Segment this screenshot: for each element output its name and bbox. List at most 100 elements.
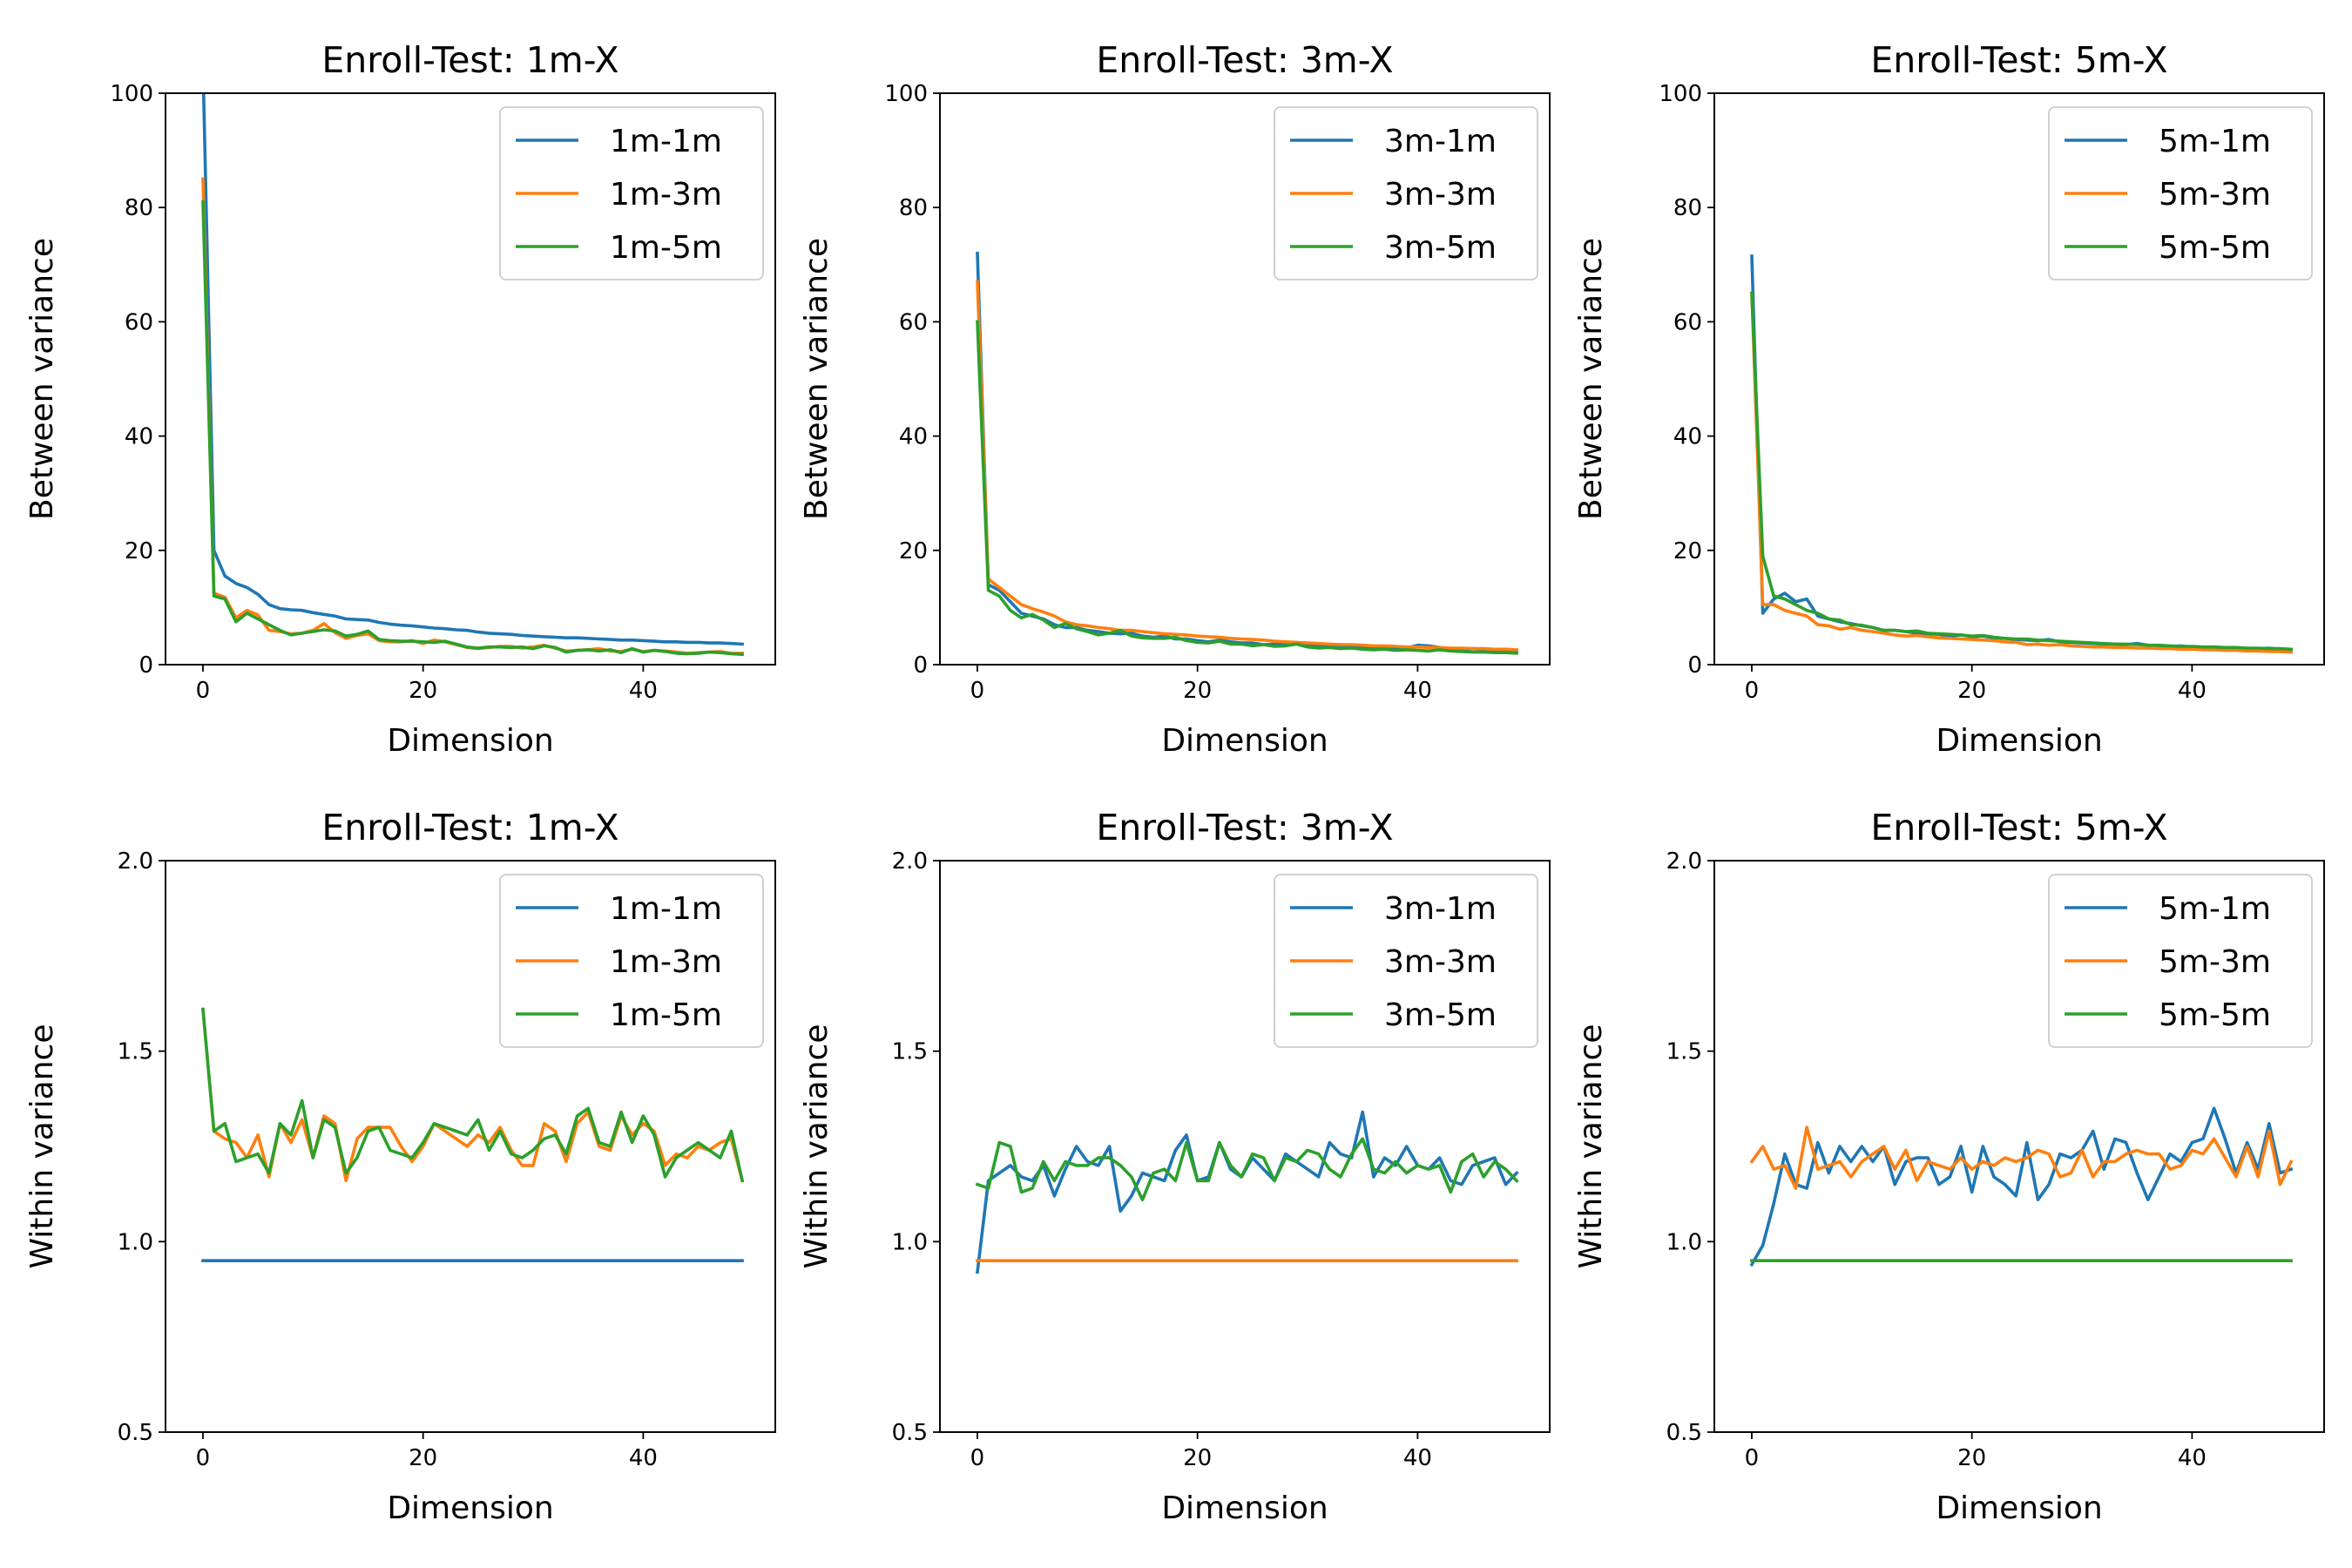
chart-panel-4: 0 20 40 0.5 1.0 1.5 2.0 Enroll-Test: 1m-X Dimens…: [24, 807, 776, 1526]
axes-border: [1713, 860, 2325, 1433]
y-axis-label: Within variance: [24, 1024, 60, 1269]
x-tick-label: 0: [1745, 678, 1760, 704]
y-tick-label: 2.0: [892, 848, 928, 875]
legend-box: [499, 106, 764, 280]
x-axis-label: Dimension: [1161, 1490, 1328, 1526]
series-line-3m-1m: [976, 251, 1518, 653]
legend-label-1m-5m: 1m-5m: [610, 997, 722, 1033]
legend-box: [1274, 874, 1538, 1048]
chart-panel-1: 0 20 40 0 20 40 60 80 100 Enroll-Test: 1m-X Dimens…: [24, 39, 776, 759]
y-tick-label: 100: [884, 81, 928, 107]
legend-label-3m-3m: 3m-3m: [1384, 944, 1497, 980]
series-line-3m-3m: [976, 280, 1518, 652]
y-axis-label: Between variance: [1573, 238, 1609, 520]
axes-border: [165, 92, 776, 666]
y-tick-label: 100: [110, 81, 153, 107]
legend-label-1m-1m: 1m-1m: [610, 891, 722, 927]
y-tick-label: 1.5: [1666, 1039, 1702, 1065]
legend-label-3m-1m: 3m-1m: [1384, 124, 1497, 159]
legend: 3m-1m 3m-3m 3m-5m: [1274, 874, 1538, 1048]
axes-border: [1713, 92, 2325, 666]
x-axis-label: Dimension: [1936, 1490, 2102, 1526]
series-line-3m-5m: [976, 320, 1518, 655]
x-axis-label: Dimension: [1936, 723, 2102, 759]
x-axis-label: Dimension: [1161, 723, 1328, 759]
x-tick-label: 20: [1183, 1445, 1212, 1471]
x-tick-label: 20: [1183, 678, 1212, 704]
legend-label-5m-3m: 5m-3m: [2159, 944, 2271, 980]
legend-label-3m-5m: 3m-5m: [1384, 230, 1497, 266]
y-tick-label: 0: [913, 652, 928, 679]
legend-label-5m-5m: 5m-5m: [2159, 997, 2271, 1033]
y-tick-label: 2.0: [118, 848, 153, 875]
y-tick-label: 40: [899, 424, 928, 450]
legend-box: [499, 874, 764, 1048]
y-tick-label: 20: [125, 538, 153, 564]
x-tick-label: 0: [970, 678, 985, 704]
y-tick-label: 40: [1673, 424, 1702, 450]
legend: 5m-1m 5m-3m 5m-5m: [2048, 106, 2313, 280]
y-tick-label: 60: [125, 309, 153, 335]
y-tick-label: 0.5: [118, 1420, 153, 1446]
y-tick-label: 1.0: [1666, 1229, 1702, 1255]
y-tick-label: 60: [899, 309, 928, 335]
x-tick-label: 40: [629, 1445, 658, 1471]
y-tick-label: 0: [139, 652, 153, 679]
y-tick-label: 0: [1687, 652, 1702, 679]
chart-title: Enroll-Test: 3m-X: [1096, 39, 1393, 81]
chart-title: Enroll-Test: 3m-X: [1096, 807, 1393, 848]
x-tick-label: 0: [1745, 1445, 1760, 1471]
axes-border: [939, 860, 1551, 1433]
y-tick-label: 2.0: [1666, 848, 1702, 875]
x-tick-label: 0: [970, 1445, 985, 1471]
x-tick-label: 40: [1403, 678, 1432, 704]
chart-title: Enroll-Test: 1m-X: [321, 807, 618, 848]
y-tick-label: 60: [1673, 309, 1702, 335]
legend: 1m-1m 1m-3m 1m-5m: [499, 106, 764, 280]
legend-label-1m-3m: 1m-3m: [610, 177, 722, 213]
y-tick-label: 80: [1673, 195, 1702, 221]
x-axis-label: Dimension: [387, 1490, 553, 1526]
chart-panel-3: 0 20 40 0 20 40 60 80 100 Enroll-Test: 5m-X Dimens…: [1573, 39, 2325, 759]
y-tick-label: 40: [125, 424, 153, 450]
legend: 1m-1m 1m-3m 1m-5m: [499, 874, 764, 1048]
chart-title: Enroll-Test: 1m-X: [321, 39, 618, 81]
series-line-5m-5m: [1750, 291, 2293, 652]
legend-label-3m-5m: 3m-5m: [1384, 997, 1497, 1033]
x-tick-label: 40: [2178, 1445, 2207, 1471]
x-tick-label: 20: [1957, 678, 1986, 704]
y-tick-label: 20: [1673, 538, 1702, 564]
chart-title: Enroll-Test: 5m-X: [1870, 39, 2167, 81]
legend: 5m-1m 5m-3m 5m-5m: [2048, 874, 2313, 1048]
y-tick-label: 0.5: [1666, 1420, 1702, 1446]
legend-label-5m-1m: 5m-1m: [2159, 891, 2271, 927]
series-line-5m-1m: [1749, 1106, 2294, 1267]
legend-label-1m-5m: 1m-5m: [610, 230, 722, 266]
x-tick-label: 40: [2178, 678, 2207, 704]
series-line-5m-3m: [1749, 1125, 2294, 1190]
legend-box: [2048, 874, 2313, 1048]
x-tick-label: 40: [629, 678, 658, 704]
y-axis-label: Within variance: [799, 1024, 835, 1269]
y-tick-label: 80: [125, 195, 153, 221]
series-line-3m-5m: [975, 1137, 1519, 1201]
x-tick-label: 20: [409, 678, 437, 704]
legend-label-5m-1m: 5m-1m: [2159, 124, 2271, 159]
y-tick-label: 1.0: [892, 1229, 928, 1255]
y-axis-label: Within variance: [1573, 1024, 1609, 1269]
legend-label-3m-1m: 3m-1m: [1384, 891, 1497, 927]
legend-label-1m-1m: 1m-1m: [610, 124, 722, 159]
axes-border: [939, 92, 1551, 666]
chart-panel-5: 0 20 40 0.5 1.0 1.5 2.0 Enroll-Test: 3m-X Dimens…: [799, 807, 1551, 1526]
series-line-1m-5m: [201, 199, 744, 657]
x-tick-label: 20: [1957, 1445, 1986, 1471]
y-tick-label: 1.5: [118, 1039, 153, 1065]
y-tick-label: 100: [1659, 81, 1702, 107]
legend-label-3m-3m: 3m-3m: [1384, 177, 1497, 213]
legend-label-1m-3m: 1m-3m: [610, 944, 722, 980]
axes-border: [165, 860, 776, 1433]
x-tick-label: 40: [1403, 1445, 1432, 1471]
chart-panel-6: 0 20 40 0.5 1.0 1.5 2.0 Enroll-Test: 5m-X Dimens…: [1573, 807, 2325, 1526]
y-axis-label: Between variance: [24, 238, 60, 520]
